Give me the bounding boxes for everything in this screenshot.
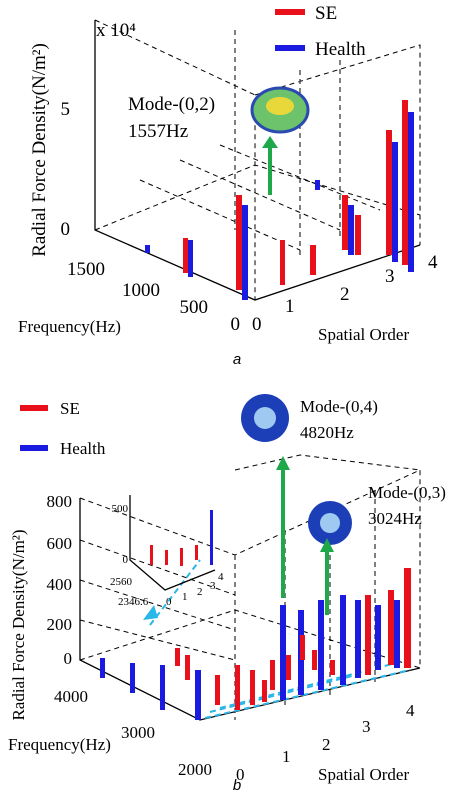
arrow-head — [276, 456, 334, 552]
spatial-tick: 4 — [428, 252, 438, 273]
inset-frequency-tick: 2346.6 — [118, 596, 149, 608]
caption: b — [233, 777, 241, 794]
legend-label: Health — [60, 439, 106, 458]
z-tick: 400 — [47, 575, 73, 594]
inset-spatial-tick: 4 — [218, 571, 224, 583]
inset-z-tick: 500 — [112, 503, 129, 515]
inset-z-tick: 0 — [123, 554, 129, 566]
frequency-tick: 0 — [231, 314, 241, 335]
z-tick: 800 — [47, 492, 73, 511]
inset — [129, 495, 216, 591]
scale-label: x 10⁴ — [96, 20, 136, 41]
bars — [145, 100, 414, 300]
frequency-tick: 1000 — [122, 280, 160, 301]
z-tick: 0 — [61, 219, 71, 240]
frequency-tick: 3000 — [121, 723, 155, 742]
spatial-tick: 4 — [406, 701, 415, 720]
spatial-tick: 1 — [285, 296, 295, 317]
z-tick: 5 — [61, 99, 71, 120]
annotation: Mode-(0,3) — [368, 483, 446, 502]
spatial-label: Spatial Order — [318, 765, 409, 784]
axes — [79, 498, 421, 721]
x-label: Frequency(Hz) — [8, 735, 111, 754]
legend-label: SE — [315, 3, 337, 24]
legend-label: SE — [60, 399, 80, 418]
inset-frequency-tick: 2560 — [110, 576, 133, 588]
spatial-tick: 3 — [385, 266, 395, 287]
arrow-head — [262, 136, 278, 148]
frequency-tick: 500 — [180, 297, 209, 318]
y-label: Radial Force Density(N/m²) — [9, 529, 28, 720]
spatial-tick: 0 — [236, 765, 245, 784]
spatial-tick: 3 — [362, 717, 371, 736]
frequency-tick: 2000 — [178, 760, 212, 779]
frequency-tick: 4000 — [54, 687, 88, 706]
bars — [100, 568, 411, 720]
z-tick: 200 — [47, 615, 73, 634]
inset-spatial-tick: 0 — [166, 596, 172, 608]
panel-a: SE Health x 10⁴ Mode-(0,2) 1557Hz Radial… — [18, 3, 438, 368]
grid-lines — [94, 19, 421, 300]
spatial-label: Spatial Order — [318, 325, 409, 344]
inset-spatial-tick: 3 — [210, 580, 216, 592]
mode-shape-inner — [266, 97, 294, 115]
mode-shape-inner — [320, 513, 340, 533]
spatial-tick: 1 — [282, 747, 291, 766]
inset-spatial-tick: 2 — [197, 586, 203, 598]
annotation: 1557Hz — [128, 121, 188, 142]
annotation: 4820Hz — [300, 423, 354, 442]
arrow — [281, 468, 329, 615]
inset-spatial-tick: 1 — [182, 591, 188, 603]
legend-label: Health — [315, 39, 366, 60]
annotation: 3024Hz — [368, 509, 422, 528]
mode-shape-inner — [254, 407, 276, 429]
annotation: Mode-(0,2) — [128, 94, 215, 115]
x-label: Frequency(Hz) — [18, 317, 121, 336]
spatial-tick: 2 — [322, 735, 331, 754]
inset-link-head — [143, 605, 158, 620]
caption: a — [233, 351, 241, 368]
axes — [94, 20, 421, 301]
z-tick: 0 — [64, 649, 73, 668]
spatial-tick: 2 — [340, 284, 350, 305]
frequency-tick: 1500 — [67, 259, 105, 280]
annotation: Mode-(0,4) — [300, 397, 378, 416]
inset-link — [149, 559, 201, 626]
spatial-tick: 0 — [252, 314, 262, 335]
z-tick: 600 — [47, 534, 73, 553]
grid-lines — [79, 454, 421, 720]
panel-b: 500 0 2560 2346.6 0 1 2 3 4 SE Health Mo… — [8, 394, 446, 794]
y-label: Radial Force Density(N/m²) — [29, 43, 50, 257]
